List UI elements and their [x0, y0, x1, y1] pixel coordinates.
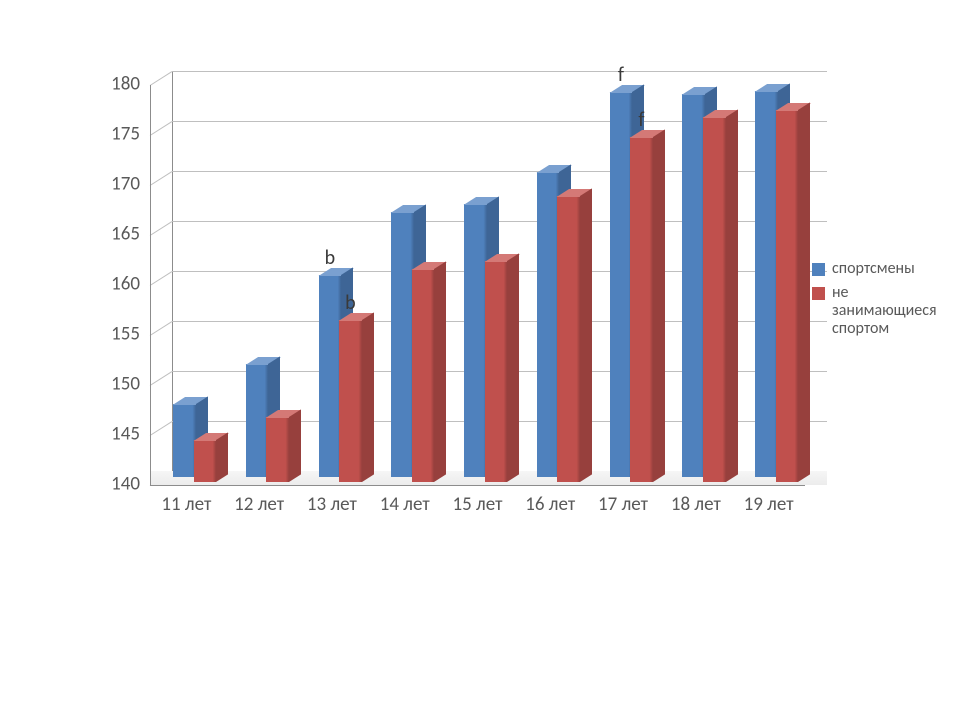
y-grid-connector [150, 121, 173, 136]
legend-swatch [812, 287, 825, 300]
bar-non_athletes [703, 117, 726, 482]
x-tick-label: 17 лет [587, 493, 660, 516]
bar-annotation: b [320, 246, 340, 270]
bar-annotation: f [611, 63, 631, 87]
y-axis-line [150, 85, 151, 485]
bar-athletes [610, 92, 633, 477]
y-tick-label: 175 [0, 122, 140, 145]
bar-non_athletes [266, 417, 289, 482]
bar-athletes [246, 364, 269, 477]
legend-label: не занимающиеся спортом [832, 284, 937, 338]
y-grid-connector [150, 321, 173, 336]
legend-item: не занимающиеся спортом [812, 284, 937, 338]
y-grid-connector [150, 71, 173, 86]
y-tick-label: 160 [0, 272, 140, 295]
x-tick-label: 11 лет [150, 493, 223, 516]
bar-athletes [682, 94, 705, 477]
y-tick-label: 165 [0, 222, 140, 245]
y-tick-label: 155 [0, 322, 140, 345]
legend-label: спортсмены [832, 260, 915, 278]
x-tick-label: 13 лет [296, 493, 369, 516]
x-tick-label: 14 лет [368, 493, 441, 516]
bar-annotation: f [631, 108, 651, 132]
bar-non_athletes [630, 137, 653, 482]
bar-non_athletes [776, 110, 799, 482]
y-tick-label: 145 [0, 422, 140, 445]
x-tick-label: 12 лет [223, 493, 296, 516]
legend: спортсмены не занимающиеся спортом [812, 260, 937, 344]
y-tick-label: 140 [0, 472, 140, 495]
bar-non_athletes [339, 320, 362, 482]
bar-non_athletes [194, 440, 217, 482]
y-grid-connector [150, 271, 173, 286]
bar-non_athletes [485, 261, 508, 482]
x-tick-label: 19 лет [732, 493, 805, 516]
legend-item: спортсмены [812, 260, 937, 278]
bar-annotation: b [340, 291, 360, 315]
y-grid-connector [150, 371, 173, 386]
x-tick-label: 18 лет [659, 493, 732, 516]
y-grid-connector [150, 221, 173, 236]
y-grid-connector [150, 171, 173, 186]
x-tick-label: 15 лет [441, 493, 514, 516]
y-tick-label: 180 [0, 72, 140, 95]
bar-non_athletes [412, 269, 435, 482]
bar-non_athletes [557, 196, 580, 482]
y-tick-label: 170 [0, 172, 140, 195]
bar-athletes [755, 91, 778, 477]
y-grid-connector [150, 421, 173, 436]
bar-chart-3d: 140 145 150 155 160 165 170 175 180 11 лет12 лет b… [0, 0, 960, 720]
bar-athletes [173, 404, 196, 477]
bar-athletes [537, 172, 560, 477]
y-gridline [172, 71, 827, 72]
bar-athletes [391, 212, 414, 477]
bar-athletes [464, 204, 487, 477]
x-tick-label: 16 лет [514, 493, 587, 516]
bar-athletes [319, 275, 342, 477]
y-tick-label: 150 [0, 372, 140, 395]
x-axis-baseline [150, 485, 805, 486]
legend-swatch [812, 263, 825, 276]
chart-stage: 140 145 150 155 160 165 170 175 180 11 лет12 лет b… [0, 0, 960, 720]
